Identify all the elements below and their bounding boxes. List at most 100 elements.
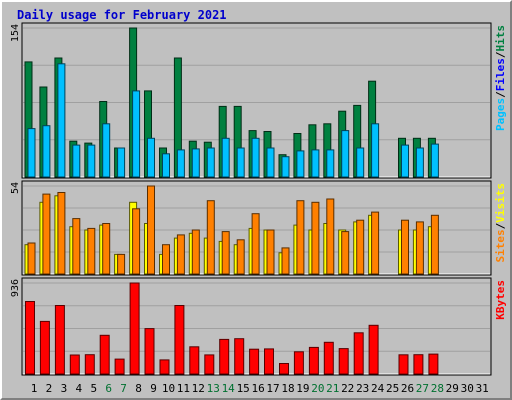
- bar-sites-day-9: [147, 185, 155, 275]
- bar-kbytes-day-3: [54, 305, 65, 375]
- bar-sites-day-1: [27, 242, 36, 275]
- bar-kbytes-day-16: [249, 348, 260, 375]
- bar-pages-day-12: [191, 148, 200, 178]
- x-tick-label-20: 20: [311, 382, 324, 395]
- bar-pages-day-21: [326, 149, 335, 178]
- x-tick-label-7: 7: [120, 382, 127, 395]
- x-tick-label-29: 29: [446, 382, 459, 395]
- bar-sites-day-15: [236, 239, 245, 275]
- chart-title: Daily usage for February 2021: [17, 8, 227, 22]
- bar-kbytes-day-27: [413, 354, 424, 375]
- x-tick-label-26: 26: [401, 382, 414, 395]
- bar-sites-day-3: [57, 192, 66, 275]
- bar-sites-day-21: [326, 198, 335, 275]
- bar-sites-day-13: [206, 200, 215, 275]
- bar-sites-day-19: [296, 200, 305, 275]
- legend-entry: Files: [494, 58, 507, 91]
- bar-sites-day-24: [371, 211, 380, 275]
- legend-entry: Hits: [494, 25, 507, 52]
- bar-kbytes-day-15: [234, 338, 245, 375]
- bar-sites-day-11: [176, 234, 185, 275]
- x-tick-label-24: 24: [371, 382, 385, 395]
- x-tick-label-6: 6: [105, 382, 112, 395]
- x-tick-label-31: 31: [476, 382, 489, 395]
- bar-pages-day-23: [356, 147, 365, 178]
- bar-sites-day-17: [266, 229, 275, 275]
- bar-pages-day-19: [296, 150, 305, 178]
- bar-sites-day-27: [415, 221, 424, 275]
- bar-pages-day-15: [236, 147, 245, 178]
- bar-sites-day-4: [72, 218, 81, 275]
- bar-kbytes-day-4: [69, 354, 80, 375]
- bar-kbytes-day-10: [159, 359, 170, 375]
- bar-pages-day-28: [430, 143, 439, 178]
- bar-pages-day-16: [251, 137, 260, 178]
- bar-kbytes-day-19: [293, 351, 304, 375]
- panel-1-legend: Pages/Files/Hits: [494, 25, 507, 131]
- bar-sites-day-26: [401, 219, 409, 275]
- x-tick-label-22: 22: [341, 382, 354, 395]
- bar-sites-day-18: [281, 247, 290, 275]
- bar-sites-day-10: [162, 244, 170, 275]
- x-tick-label-23: 23: [356, 382, 369, 395]
- legend-entry: KBytes: [494, 280, 507, 320]
- x-tick-label-30: 30: [461, 382, 474, 395]
- x-tick-label-8: 8: [135, 382, 142, 395]
- bar-pages-day-6: [102, 123, 111, 178]
- panel-1-ymax-label: 154: [10, 24, 21, 42]
- bar-kbytes-day-24: [368, 324, 379, 375]
- x-tick-label-17: 17: [266, 382, 279, 395]
- bar-pages-day-5: [87, 144, 96, 178]
- bar-sites-day-2: [42, 193, 51, 275]
- bar-kbytes-day-7: [114, 358, 125, 375]
- x-tick-label-19: 19: [296, 382, 309, 395]
- bar-pages-day-18: [281, 156, 290, 178]
- bar-kbytes-day-12: [189, 346, 200, 375]
- bar-pages-day-9: [147, 137, 155, 178]
- bar-sites-day-28: [430, 214, 439, 275]
- x-tick-label-3: 3: [61, 382, 68, 395]
- bar-sites-day-16: [251, 213, 260, 275]
- bar-pages-day-17: [266, 147, 275, 178]
- bar-pages-day-26: [401, 144, 409, 178]
- bar-kbytes-day-21: [323, 341, 334, 375]
- bar-pages-day-13: [206, 147, 215, 178]
- bar-kbytes-day-23: [353, 332, 364, 375]
- panel-3-frame: [21, 277, 492, 376]
- bar-kbytes-day-28: [428, 353, 439, 375]
- x-tick-label-1: 1: [31, 382, 38, 395]
- bar-kbytes-day-2: [39, 320, 50, 375]
- bar-pages-day-11: [176, 149, 185, 178]
- x-tick-label-14: 14: [222, 382, 236, 395]
- bar-pages-day-24: [371, 123, 380, 178]
- bar-pages-day-4: [72, 144, 81, 178]
- bar-pages-day-27: [415, 147, 424, 178]
- panel-3-legend: KBytes: [494, 280, 507, 320]
- bar-sites-day-8: [132, 208, 141, 275]
- x-tick-label-12: 12: [192, 382, 205, 395]
- x-tick-label-13: 13: [207, 382, 220, 395]
- bar-pages-day-14: [221, 137, 230, 178]
- legend-entry: /: [494, 51, 507, 58]
- bar-kbytes-day-8: [129, 282, 140, 375]
- x-tick-label-10: 10: [162, 382, 175, 395]
- panel-3-ymax-label: 936: [10, 279, 21, 297]
- bar-sites-day-7: [117, 253, 126, 275]
- x-tick-label-27: 27: [416, 382, 429, 395]
- x-tick-label-25: 25: [386, 382, 399, 395]
- bar-kbytes-day-11: [174, 305, 185, 375]
- bar-kbytes-day-18: [279, 363, 289, 375]
- bar-kbytes-day-26: [398, 354, 409, 375]
- panel-2-legend: Sites/Visits: [494, 183, 507, 263]
- legend-entry: /: [494, 222, 507, 229]
- x-tick-label-2: 2: [46, 382, 53, 395]
- bar-pages-day-10: [162, 153, 170, 178]
- bar-kbytes-day-6: [99, 334, 110, 375]
- bar-sites-day-12: [191, 229, 200, 275]
- bar-kbytes-day-20: [308, 346, 319, 375]
- bar-kbytes-day-13: [204, 354, 215, 375]
- x-tick-label-9: 9: [150, 382, 157, 395]
- legend-entry: Sites: [494, 229, 507, 262]
